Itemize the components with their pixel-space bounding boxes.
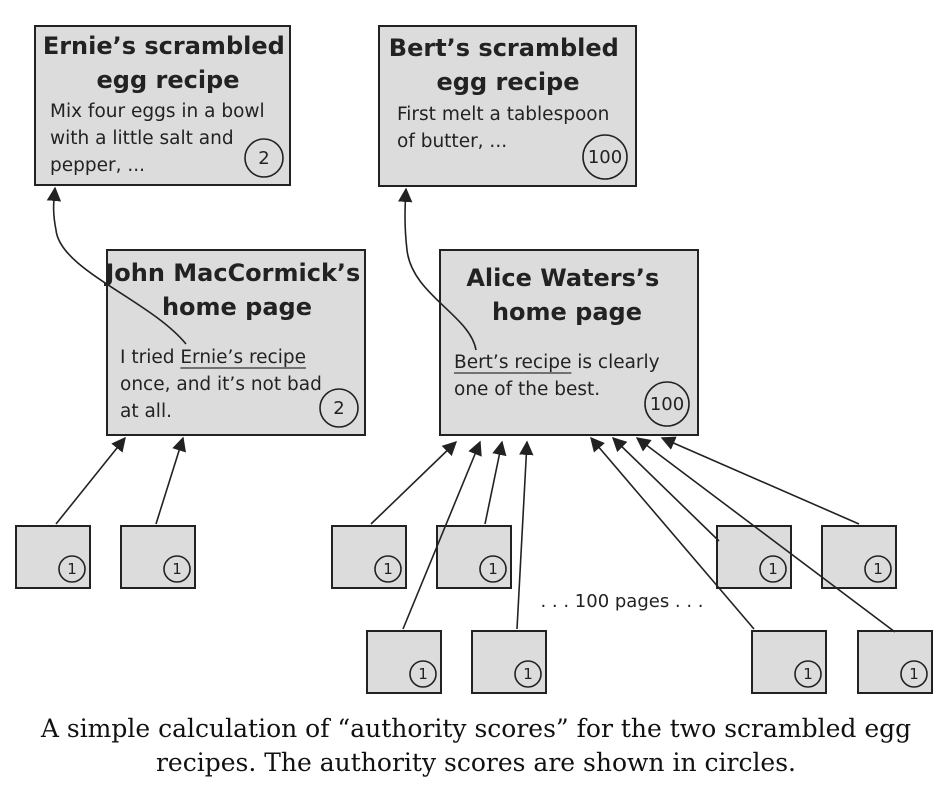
caption-line-1: A simple calculation of “authority score… <box>40 714 912 743</box>
incoming-link-arrow <box>370 441 458 525</box>
incoming-link-arrow <box>155 436 186 525</box>
linking-page-score: 1 <box>873 560 883 578</box>
bert-recipe-node: Bert’s scrambled egg recipe First melt a… <box>378 25 637 187</box>
ernie-recipe-node: Ernie’s scrambled egg recipe Mix four eg… <box>34 25 293 186</box>
incoming-link-arrow <box>516 440 534 630</box>
linking-page-score: 1 <box>803 665 813 683</box>
linking-page-score: 1 <box>383 560 393 578</box>
bert-recipe-score-badge: 100 <box>582 134 628 180</box>
linking-page-score: 1 <box>172 560 182 578</box>
incoming-link-arrow <box>635 437 896 633</box>
ernie-recipe-hyperlink[interactable]: Ernie’s recipe <box>180 347 306 368</box>
alice-home-page-score: 100 <box>650 394 684 415</box>
linking-page-score: 1 <box>67 560 77 578</box>
ernie-recipe-body: Mix four eggs in a bowl with a little sa… <box>50 101 271 176</box>
linking-page-score: 1 <box>488 560 498 578</box>
incoming-link-arrow <box>611 436 720 542</box>
incoming-link-arrow <box>402 440 482 630</box>
bert-recipe-title: Bert’s scrambled egg recipe <box>389 34 627 96</box>
john-home-page-body: I tried Ernie’s recipe once, and it’s no… <box>120 347 328 422</box>
hundred-pages-label: . . . 100 pages . . . <box>540 591 703 612</box>
bert-recipe-body: First melt a tablespoon of butter, ... <box>397 104 615 152</box>
linking-page: 1 <box>751 630 827 694</box>
linking-page: 1 <box>331 525 407 589</box>
linking-page: 1 <box>716 525 792 589</box>
alice-home-page-node: Alice Waters’s home page Bert’s recipe i… <box>439 249 699 436</box>
john-to-ernie-link-arrow <box>46 186 187 345</box>
linking-page-score: 1 <box>418 665 428 683</box>
linking-page: 1 <box>471 630 547 694</box>
bert-recipe-score: 100 <box>588 147 622 168</box>
john-home-page-title: John MacCormick’s home page <box>103 259 368 321</box>
linking-page: 1 <box>15 525 91 589</box>
caption-line-2: recipes. The authority scores are shown … <box>155 748 797 777</box>
figure-caption: A simple calculation of “authority score… <box>0 712 952 780</box>
john-home-page-node: John MacCormick’s home page I tried Erni… <box>103 249 368 436</box>
alice-home-page-body: Bert’s recipe is clearly one of the best… <box>454 352 666 400</box>
john-home-page-score: 2 <box>333 398 344 419</box>
ernie-recipe-score: 2 <box>258 148 269 169</box>
authority-diagram: Ernie’s scrambled egg recipe Mix four eg… <box>15 25 933 694</box>
incoming-link-arrow <box>55 436 126 525</box>
linking-page: 1 <box>436 525 512 589</box>
alice-incoming-links: 1 1 1 1 1 1 1 <box>331 436 933 694</box>
linking-page-score: 1 <box>768 560 778 578</box>
incoming-link-arrow <box>660 436 860 525</box>
alice-to-bert-link-arrow <box>398 187 477 351</box>
alice-home-page-title: Alice Waters’s home page <box>466 264 667 326</box>
linking-page: 1 <box>120 525 196 589</box>
ernie-recipe-score-badge: 2 <box>244 138 284 178</box>
linking-page: 1 <box>366 630 442 694</box>
john-incoming-links: 1 1 <box>15 436 196 589</box>
incoming-link-arrow <box>590 436 755 630</box>
john-home-page-score-badge: 2 <box>319 388 359 428</box>
linking-page: 1 <box>821 525 897 589</box>
incoming-link-arrow <box>484 440 507 525</box>
alice-home-page-score-badge: 100 <box>644 381 690 427</box>
linking-page-score: 1 <box>523 665 533 683</box>
linking-page-score: 1 <box>909 665 919 683</box>
linking-page: 1 <box>857 630 933 694</box>
ernie-recipe-title: Ernie’s scrambled egg recipe <box>43 32 293 94</box>
bert-recipe-hyperlink[interactable]: Bert’s recipe <box>454 352 571 373</box>
